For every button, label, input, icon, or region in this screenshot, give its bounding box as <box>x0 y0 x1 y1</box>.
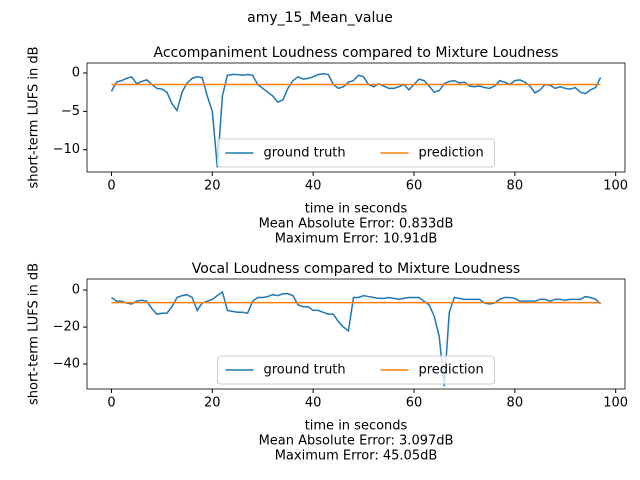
y-tick-label: −40 <box>53 357 80 372</box>
x-tick-label: 60 <box>406 396 423 411</box>
axes-frame <box>86 62 626 173</box>
x-tick-label: 100 <box>603 396 628 411</box>
x-tick-label: 80 <box>507 179 524 194</box>
figure-title: amy_15_Mean_value <box>247 10 393 26</box>
x-axis-label: time in seconds <box>305 419 408 434</box>
y-tick-label: 0 <box>72 283 80 298</box>
y-axis-label: short-term LUFS in dB <box>27 46 42 188</box>
x-tick-label: 40 <box>305 396 322 411</box>
y-tick-label: −20 <box>53 320 80 335</box>
y-tick-label: 0 <box>72 65 80 80</box>
x-tick-label: 0 <box>107 396 115 411</box>
x-tick-label: 80 <box>507 396 524 411</box>
x-tick-label: 100 <box>603 179 628 194</box>
axes-frame <box>86 278 626 390</box>
x-tick-label: 40 <box>305 179 322 194</box>
x-tick-label: 20 <box>204 396 221 411</box>
y-tick-label: −10 <box>53 142 80 157</box>
data-line <box>110 72 602 168</box>
axes-title: Vocal Loudness compared to Mixture Loudn… <box>192 261 520 277</box>
x-tick-label: 20 <box>204 179 221 194</box>
annotation: Maximum Error: 45.05dB <box>275 449 438 464</box>
legend-label: ground truth <box>264 146 346 161</box>
legend-label: prediction <box>419 363 484 378</box>
legend-label: ground truth <box>264 363 346 378</box>
axes-title: Accompaniment Loudness compared to Mixtu… <box>154 45 559 61</box>
annotation: Maximum Error: 10.91dB <box>275 232 438 247</box>
legend <box>217 138 495 168</box>
data-line <box>111 290 602 387</box>
x-tick-label: 60 <box>406 179 423 194</box>
annotation: Mean Absolute Error: 3.097dB <box>259 434 454 449</box>
y-tick-label: −5 <box>61 104 80 119</box>
legend <box>217 355 495 385</box>
annotation: Mean Absolute Error: 0.833dB <box>259 217 454 232</box>
x-axis-label: time in seconds <box>305 202 408 217</box>
y-axis-label: short-term LUFS in dB <box>27 263 42 405</box>
legend-label: prediction <box>419 146 484 161</box>
x-tick-label: 0 <box>107 179 115 194</box>
